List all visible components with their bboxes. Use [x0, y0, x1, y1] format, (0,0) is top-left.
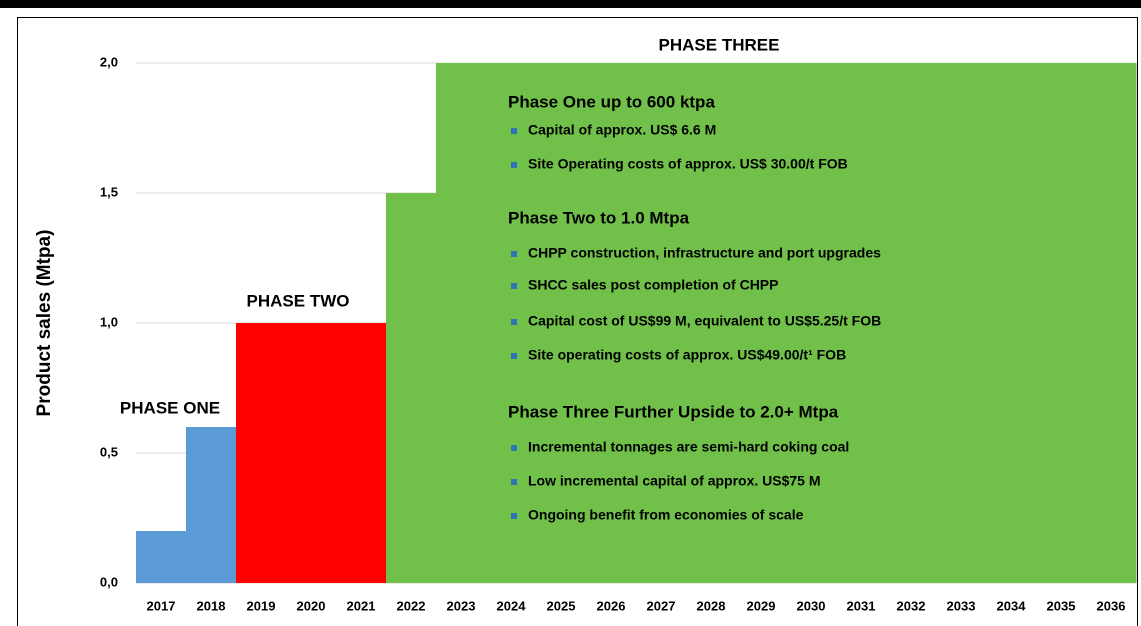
x-tick-label: 2026 — [597, 598, 626, 613]
bar — [536, 63, 587, 583]
note-bullet: Incremental tonnages are semi-hard cokin… — [528, 439, 849, 455]
y-tick-label: 1,5 — [100, 184, 118, 199]
y-tick-label: 1,0 — [100, 314, 118, 329]
x-tick-label: 2025 — [547, 598, 576, 613]
x-tick-label: 2034 — [997, 598, 1027, 613]
bullet-marker — [511, 445, 517, 451]
top-rule — [0, 0, 1141, 8]
note-bullet: Low incremental capital of approx. US$75… — [528, 473, 821, 489]
note-bullet: Site operating costs of approx. US$49.00… — [528, 347, 846, 363]
x-tick-label: 2029 — [747, 598, 776, 613]
bar — [236, 323, 287, 583]
bar — [886, 63, 937, 583]
bar — [1086, 63, 1137, 583]
phase-label: PHASE ONE — [120, 398, 220, 417]
bar — [836, 63, 887, 583]
x-tick-label: 2018 — [197, 598, 226, 613]
note-bullet: CHPP construction, infrastructure and po… — [528, 245, 881, 261]
bar — [736, 63, 787, 583]
bar — [936, 63, 987, 583]
note-bullet: Capital of approx. US$ 6.6 M — [528, 122, 716, 138]
x-tick-label: 2019 — [247, 598, 276, 613]
phase-label: PHASE THREE — [659, 35, 780, 54]
bullet-marker — [511, 283, 517, 289]
y-tick-label: 2,0 — [100, 54, 118, 69]
x-tick-label: 2020 — [297, 598, 326, 613]
bullet-marker — [511, 251, 517, 257]
note-bullet: Site Operating costs of approx. US$ 30.0… — [528, 156, 848, 172]
bar — [986, 63, 1037, 583]
x-tick-label: 2027 — [647, 598, 676, 613]
note-heading: Phase Two to 1.0 Mtpa — [508, 208, 690, 227]
bullet-marker — [511, 128, 517, 134]
bullet-marker — [511, 319, 517, 325]
x-tick-label: 2017 — [147, 598, 176, 613]
bar — [186, 427, 237, 583]
x-tick-label: 2033 — [947, 598, 976, 613]
x-tick-label: 2035 — [1047, 598, 1076, 613]
bar — [1036, 63, 1087, 583]
x-tick-label: 2024 — [497, 598, 527, 613]
phase-label: PHASE TWO — [247, 291, 350, 310]
bar — [336, 323, 387, 583]
bullet-marker — [511, 162, 517, 168]
x-tick-label: 2028 — [697, 598, 726, 613]
bar — [586, 63, 637, 583]
bar — [136, 531, 187, 583]
x-tick-label: 2022 — [397, 598, 426, 613]
x-tick-label: 2031 — [847, 598, 876, 613]
bar — [286, 323, 337, 583]
bullet-marker — [511, 353, 517, 359]
bar — [386, 193, 437, 583]
note-bullet: Capital cost of US$99 M, equivalent to U… — [528, 313, 881, 329]
bullet-marker — [511, 479, 517, 485]
bar — [636, 63, 687, 583]
note-bullet: SHCC sales post completion of CHPP — [528, 277, 778, 293]
note-heading: Phase Three Further Upside to 2.0+ Mtpa — [508, 402, 839, 421]
x-tick-label: 2021 — [347, 598, 376, 613]
frame — [17, 17, 1138, 626]
x-tick-label: 2036 — [1097, 598, 1126, 613]
bullet-marker — [511, 513, 517, 519]
y-axis-label: Product sales (Mtpa) — [34, 230, 55, 417]
note-heading: Phase One up to 600 ktpa — [508, 92, 715, 111]
bar — [686, 63, 737, 583]
x-tick-label: 2032 — [897, 598, 926, 613]
y-tick-label: 0,0 — [100, 574, 118, 589]
x-tick-label: 2023 — [447, 598, 476, 613]
x-tick-label: 2030 — [797, 598, 826, 613]
y-tick-label: 0,5 — [100, 444, 118, 459]
note-bullet: Ongoing benefit from economies of scale — [528, 507, 804, 523]
bar — [786, 63, 837, 583]
bar — [436, 63, 487, 583]
